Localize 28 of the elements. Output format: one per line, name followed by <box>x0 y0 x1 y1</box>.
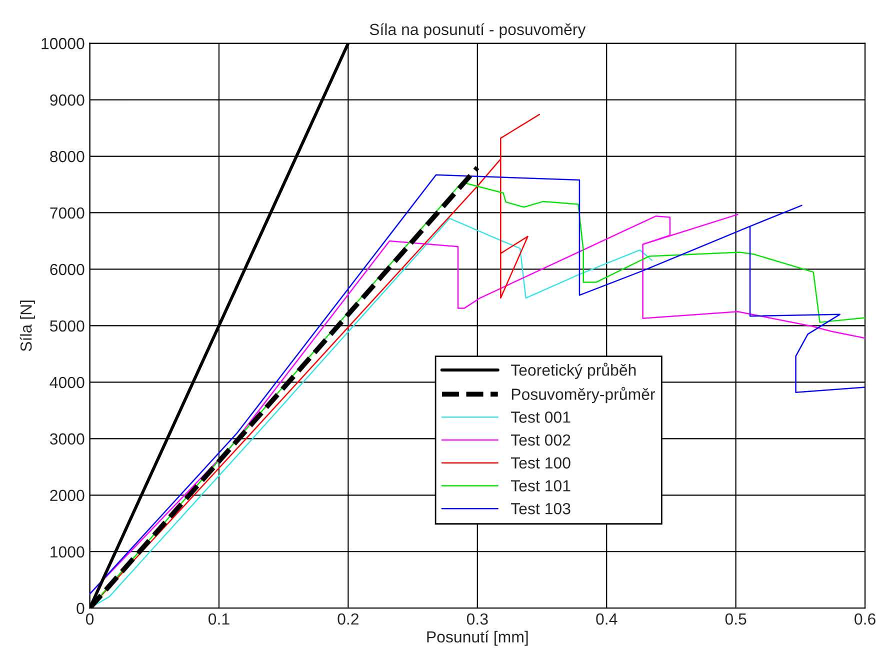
y-tick-label: 6000 <box>50 264 84 276</box>
y-tick-label: 1000 <box>50 546 84 558</box>
y-tick-label: 2000 <box>50 490 84 502</box>
y-tick-label: 4000 <box>50 376 84 388</box>
x-tick-label: 0.3 <box>466 613 488 625</box>
x-tick-label: 0 <box>86 613 94 625</box>
x-tick-label: 0.5 <box>725 613 746 625</box>
y-tick-label: 0 <box>76 602 84 614</box>
legend-label: Teoretický průběh <box>510 362 636 379</box>
legend-label: Test 101 <box>510 480 570 492</box>
legend-label: Test 103 <box>510 503 570 514</box>
y-axis-title: Síla [N] <box>20 300 35 352</box>
chart-title: Síla na posunutí - posuvoměry <box>370 23 586 38</box>
x-tick-label: 0.4 <box>596 613 618 625</box>
y-tick-label: 5000 <box>50 320 84 332</box>
y-tick-label: 7000 <box>50 207 84 219</box>
x-tick-label: 0.6 <box>854 613 876 625</box>
y-tick-label: 3000 <box>50 433 84 445</box>
legend-label: Test 001 <box>510 412 570 423</box>
legend-label: Test 002 <box>510 434 570 446</box>
x-axis-title: Posunutí [mm] <box>427 630 528 646</box>
y-tick-label: 9000 <box>50 94 84 106</box>
legend-label: Test 100 <box>510 457 570 469</box>
y-tick-label: 8000 <box>50 150 84 162</box>
y-tick-label: 10000 <box>42 38 84 50</box>
legend-label: Posuvoměry-průměr <box>512 386 656 404</box>
x-tick-label: 0.1 <box>208 613 230 625</box>
x-tick-label: 0.2 <box>338 613 358 625</box>
